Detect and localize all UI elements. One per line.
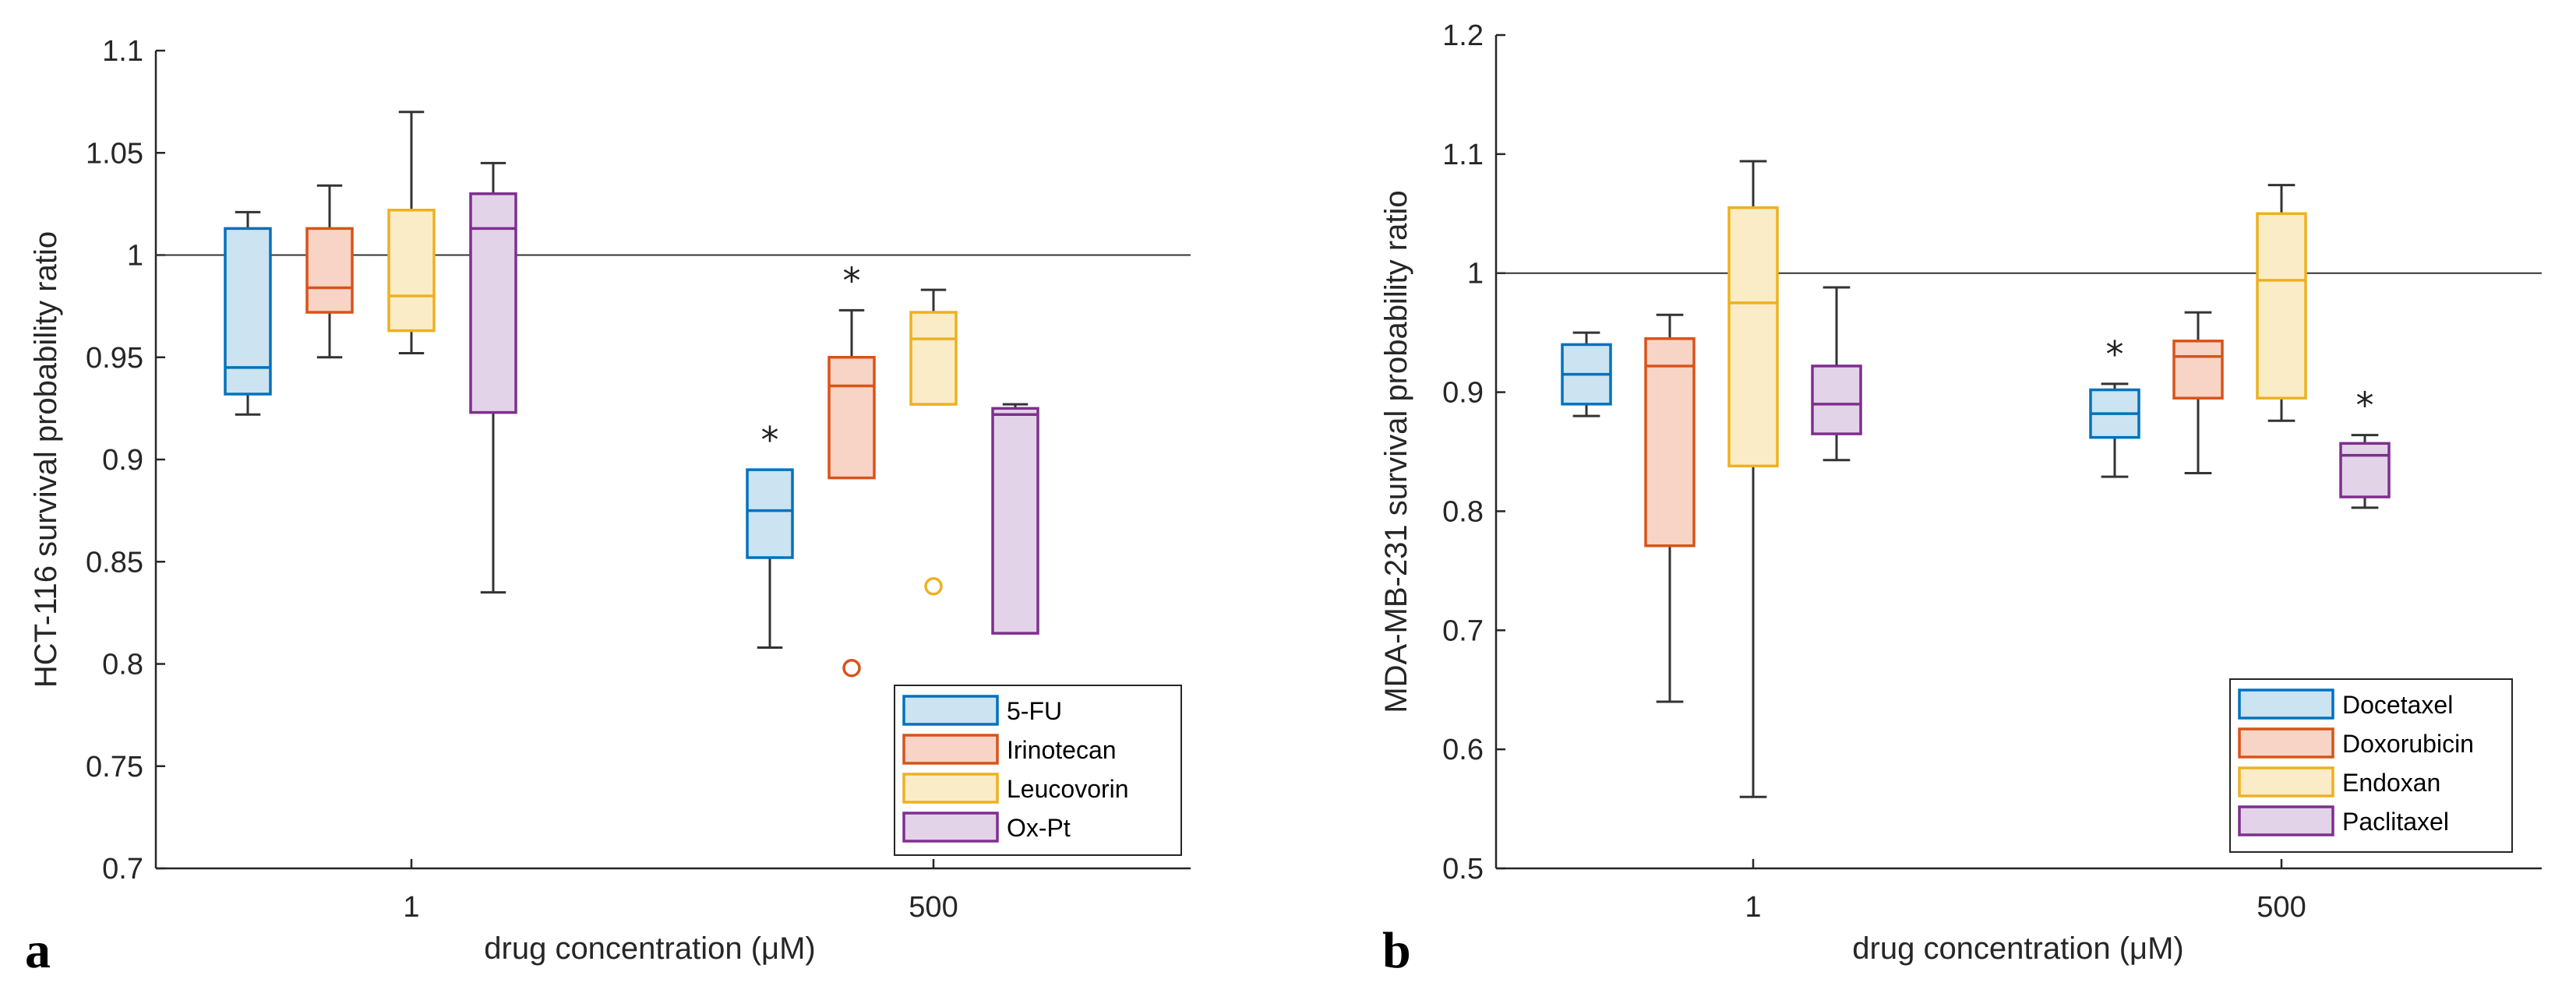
panel-b-letter: b — [1382, 922, 1411, 979]
panel-b-y-tick-label: 0.5 — [1442, 853, 1484, 886]
panel-a-box-irinotecan — [305, 227, 354, 314]
panel-a-y-tick-label: 1.1 — [102, 35, 143, 68]
panel-a-x-tick-label: 500 — [909, 891, 958, 924]
panel-b-x-tick-label: 1 — [1745, 891, 1761, 924]
panel-b-legend-label: Paclitaxel — [2342, 808, 2449, 836]
panel-b-legend-label: Docetaxel — [2342, 691, 2453, 719]
panel-b-y-tick-label: 0.6 — [1442, 734, 1484, 766]
panel-b-y-tick-label: 1 — [1467, 258, 1484, 290]
panel-a-y-tick-label: 0.75 — [86, 751, 143, 783]
panel-a-x-axis-label: drug concentration (μM) — [484, 931, 815, 966]
panel-b-y-tick-label: 1.2 — [1442, 19, 1484, 52]
panel-b-y-tick-label: 1.1 — [1442, 139, 1484, 171]
panel-b-box-endoxan — [1727, 206, 1779, 468]
panel-b-y-tick-label: 0.7 — [1442, 614, 1484, 647]
panel-a-letter: a — [25, 922, 51, 979]
panel-a-chart: HCT-116 survival probability ratio drug … — [25, 35, 1191, 979]
panel-b-x-tick-label: 500 — [2257, 891, 2306, 924]
panel-b-plot-area: 0.5 0.6 0.7 0.8 0.9 1 1.1 1.2 1 500 * * — [1442, 19, 2542, 924]
panel-a-y-tick-label: 0.85 — [86, 546, 143, 579]
panel-a-legend-swatch — [902, 812, 999, 843]
panel-b-legend-label: Doxorubicin — [2342, 730, 2474, 758]
panel-a-significance-star: * — [761, 419, 779, 461]
panel-b-box-endoxan — [2256, 212, 2307, 400]
panel-a-outlier-point — [924, 577, 943, 596]
panel-b-box-paclitaxel — [2339, 442, 2391, 498]
panel-a-legend-label: Leucovorin — [1007, 775, 1129, 803]
panel-b-legend-swatch — [2238, 688, 2334, 720]
panel-a-box-leucovorin — [909, 311, 958, 406]
panel-a-outlier-point — [842, 659, 861, 678]
panel-b-y-tick-label: 0.8 — [1442, 495, 1484, 528]
panel-a-legend-swatch — [902, 695, 999, 726]
panel-a-y-tick-label: 1 — [127, 240, 143, 273]
panel-a-legend-swatch — [902, 773, 999, 804]
panel-b-box-doxorubicin — [1644, 337, 1696, 548]
panel-b-x-axis-label: drug concentration (μM) — [1852, 931, 2183, 966]
panel-a-y-tick-label: 1.05 — [86, 137, 143, 170]
panel-b-chart: MDA-MB-231 survival probability ratio dr… — [1379, 19, 2542, 979]
panel-a-legend-label: 5-FU — [1007, 697, 1062, 725]
panel-b-legend-swatch — [2238, 766, 2334, 798]
panel-a-legend-swatch — [902, 734, 999, 765]
panel-a-box-irinotecan — [827, 356, 876, 480]
panel-a-legend: 5-FU Irinotecan Leucovorin Ox-Pt — [894, 685, 1182, 856]
panel-a-box-ox-pt — [991, 407, 1039, 635]
panel-a-box-5-fu — [746, 468, 794, 559]
panel-b-box-doxorubicin — [2172, 340, 2224, 400]
panel-b-y-axis-label: MDA-MB-231 survival probability ratio — [1379, 190, 1413, 713]
panel-b-significance-star: * — [2106, 333, 2124, 375]
panel-a-x-tick-label: 1 — [403, 891, 419, 924]
panel-a-y-tick-label: 0.95 — [86, 342, 143, 375]
panel-a-plot-area: 0.7 0.75 0.8 0.85 0.9 0.95 1 1.05 1.1 1 500 * * — [86, 35, 1191, 924]
panel-b-box-paclitaxel — [1811, 364, 1862, 435]
panel-a-y-tick-label: 0.8 — [102, 649, 143, 681]
panel-a-y-axis-label: HCT-116 survival probability ratio — [29, 231, 63, 688]
panel-b-legend: Docetaxel Doxorubicin Endoxan Paclitaxel — [2229, 678, 2513, 853]
panel-a-significance-star: * — [843, 259, 861, 301]
panel-a-box-ox-pt — [469, 192, 517, 414]
panel-a-legend-label: Ox-Pt — [1007, 814, 1071, 842]
panel-a-y-tick-label: 0.9 — [102, 444, 143, 477]
panel-b-legend-swatch — [2238, 805, 2334, 836]
panel-a-y-tick-label: 0.7 — [102, 853, 143, 886]
panel-b-legend-label: Endoxan — [2342, 769, 2440, 797]
panel-a-box-leucovorin — [387, 209, 436, 333]
panel-b-significance-star: * — [2356, 385, 2374, 427]
panel-b-y-tick-label: 0.9 — [1442, 377, 1484, 410]
panel-a-box-5-fu — [224, 227, 272, 396]
panel-b-legend-swatch — [2238, 727, 2334, 759]
panel-a-legend-label: Irinotecan — [1007, 736, 1117, 764]
